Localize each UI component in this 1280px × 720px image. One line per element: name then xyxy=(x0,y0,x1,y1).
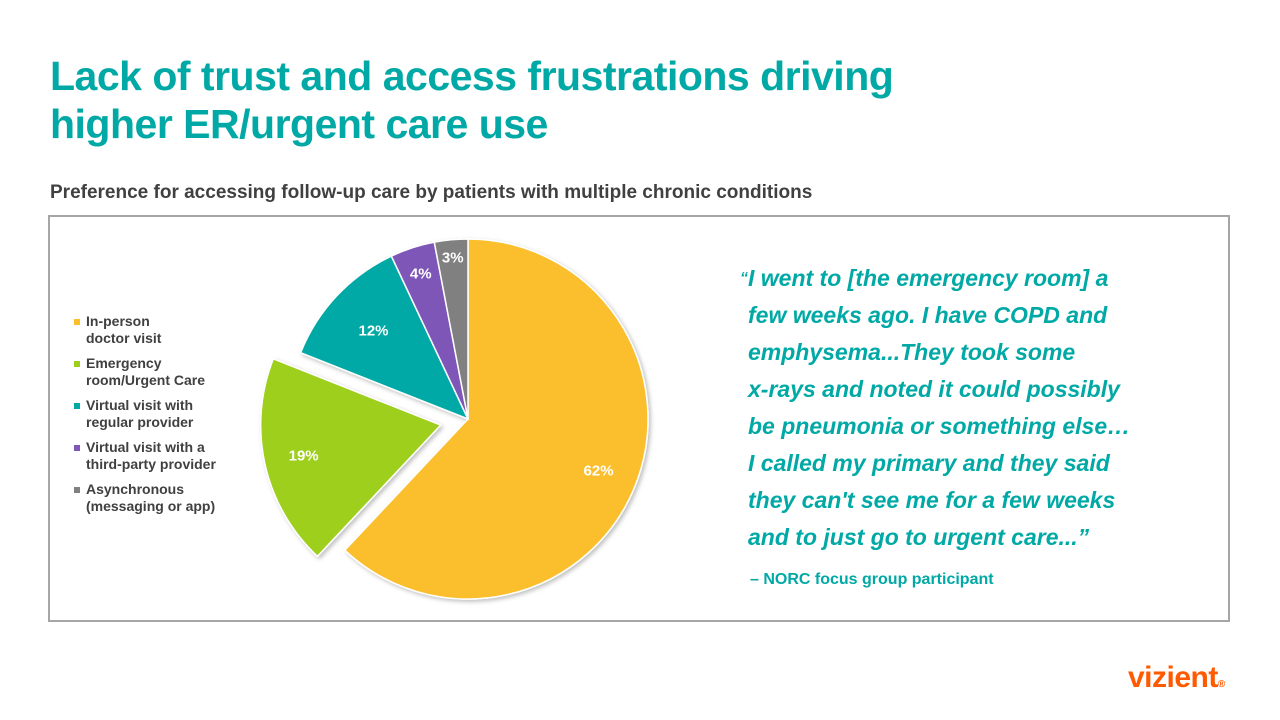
quote-line: emphysema...They took some xyxy=(748,339,1076,365)
quote-line: few weeks ago. I have COPD and xyxy=(748,302,1108,328)
legend-swatch-icon xyxy=(74,487,80,493)
pie-slice xyxy=(433,238,469,420)
legend-item-virtual-regular: Virtual visit with regular provider xyxy=(74,397,254,431)
legend-swatch-icon xyxy=(74,361,80,367)
quote-line: and to just go to urgent care...” xyxy=(748,524,1090,550)
quote-line: x-rays and noted it could possibly xyxy=(748,376,1120,402)
chart-subtitle: Preference for accessing follow-up care … xyxy=(50,182,813,203)
testimonial-quote: “I went to [the emergency room] a few we… xyxy=(740,260,1210,556)
pie-slice xyxy=(343,238,649,600)
title-line-2: higher ER/urgent care use xyxy=(50,101,548,147)
open-quote-icon: “ xyxy=(740,270,748,287)
title-line-1: Lack of trust and access frustrations dr… xyxy=(50,53,894,99)
legend-item-virtual-third-party: Virtual visit with a third-party provider xyxy=(74,439,254,473)
pie-slice xyxy=(259,357,442,558)
slice-label: 19% xyxy=(289,448,319,465)
slice-label: 4% xyxy=(410,265,432,282)
quote-line: they can't see me for a few weeks xyxy=(748,487,1116,513)
chart-legend: In-person doctor visit Emergency room/Urge… xyxy=(74,313,254,523)
vizient-logo: vizient® xyxy=(1128,661,1225,694)
quote-attribution: – NORC focus group participant xyxy=(750,571,994,588)
registered-mark-icon: ® xyxy=(1217,679,1225,690)
legend-item-emergency: Emergency room/Urgent Care xyxy=(74,355,254,389)
quote-line: be pneumonia or something else… xyxy=(748,413,1131,439)
legend-swatch-icon xyxy=(74,403,80,409)
page-title: Lack of trust and access frustrations dr… xyxy=(50,52,1150,148)
slice-label: 3% xyxy=(442,250,464,267)
legend-swatch-icon xyxy=(74,319,80,325)
slice-label: 62% xyxy=(584,463,614,480)
legend-item-asynchronous: Asynchronous (messaging or app) xyxy=(74,481,254,515)
quote-line: “I went to [the emergency room] a xyxy=(740,265,1109,291)
quote-line: I called my primary and they said xyxy=(748,450,1110,476)
slice-label: 12% xyxy=(359,322,389,339)
legend-item-in-person: In-person doctor visit xyxy=(74,313,254,347)
legend-swatch-icon xyxy=(74,445,80,451)
pie-slice xyxy=(299,255,470,421)
